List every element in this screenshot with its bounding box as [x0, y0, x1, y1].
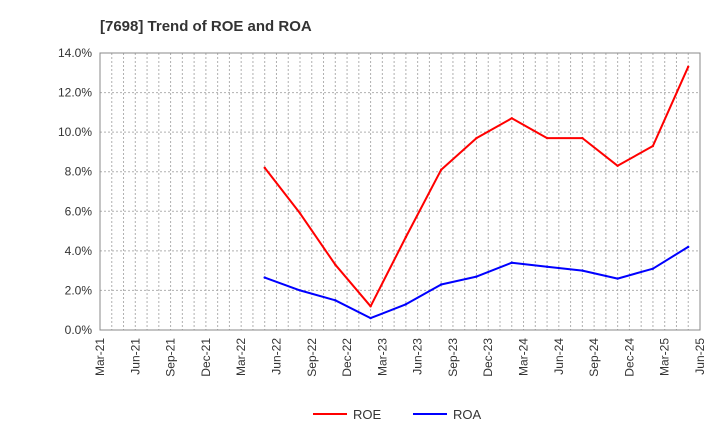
data-point-roe — [545, 136, 549, 140]
y-axis: 0.0% 2.0% 4.0% 6.0% 8.0% 10.0% 12.0% 14.0% — [58, 46, 92, 337]
y-tick-label: 6.0% — [65, 204, 93, 218]
x-tick-label: Jun-21 — [128, 338, 142, 375]
data-point-roe — [581, 136, 584, 140]
x-tick-label: Jun-23 — [411, 338, 425, 375]
data-point-roa — [616, 277, 619, 280]
x-axis: Mar-21 Jun-21 Sep-21 Dec-21 Mar-22 Jun-22 Sep-… — [93, 338, 707, 377]
data-point-roa — [510, 261, 513, 264]
data-point-roe — [687, 65, 690, 69]
x-tick-label: Jun-24 — [552, 338, 566, 375]
x-tick-label: Dec-23 — [481, 338, 495, 377]
x-tick-label: Sep-24 — [587, 338, 601, 377]
x-tick-label: Mar-21 — [93, 338, 107, 376]
data-point-roa — [687, 245, 690, 249]
data-point-roe — [440, 168, 443, 171]
data-point-roe — [616, 164, 619, 167]
data-point-roe — [263, 166, 266, 169]
y-tick-label: 14.0% — [58, 46, 92, 60]
x-tick-label: Sep-21 — [164, 338, 178, 377]
legend-label-roe: ROE — [353, 407, 382, 422]
x-tick-label: Sep-22 — [305, 338, 319, 377]
data-point-roa — [475, 275, 478, 278]
data-point-roa — [263, 276, 266, 279]
x-tick-label: Mar-22 — [234, 338, 248, 376]
x-tick-label: Jun-22 — [269, 338, 283, 375]
y-tick-label: 2.0% — [65, 283, 93, 297]
data-point-roe — [334, 263, 337, 266]
y-tick-label: 8.0% — [65, 165, 93, 179]
series-lines — [263, 65, 690, 320]
data-point-roe — [651, 144, 655, 148]
grid — [100, 53, 700, 330]
data-point-roa — [581, 269, 584, 272]
data-point-roa — [545, 265, 549, 268]
data-point-roe — [510, 117, 513, 120]
x-tick-label: Dec-22 — [340, 338, 354, 377]
data-point-roe — [369, 305, 372, 308]
data-point-roa — [651, 267, 655, 270]
chart-title: [7698] Trend of ROE and ROA — [100, 18, 312, 35]
legend: ROE ROA — [313, 407, 482, 422]
data-point-roe — [475, 136, 478, 140]
data-point-roa — [298, 289, 302, 292]
x-tick-label: Mar-25 — [658, 338, 672, 376]
plot-area — [99, 52, 701, 331]
x-tick-label: Mar-24 — [517, 338, 531, 376]
legend-label-roa: ROA — [453, 407, 482, 422]
data-point-roa — [404, 303, 408, 306]
data-point-roe — [404, 235, 408, 239]
y-tick-label: 10.0% — [58, 125, 92, 139]
y-tick-label: 12.0% — [58, 86, 92, 100]
x-tick-label: Jun-25 — [693, 338, 707, 375]
data-point-roa — [440, 283, 443, 286]
data-point-roe — [298, 212, 302, 215]
data-point-roa — [334, 299, 337, 302]
data-point-roa — [369, 316, 372, 320]
x-tick-label: Dec-21 — [199, 338, 213, 377]
y-tick-label: 4.0% — [65, 244, 93, 258]
x-tick-label: Sep-23 — [446, 338, 460, 377]
y-tick-label: 0.0% — [65, 323, 93, 337]
x-tick-label: Mar-23 — [375, 338, 389, 376]
x-tick-label: Dec-24 — [622, 338, 636, 377]
